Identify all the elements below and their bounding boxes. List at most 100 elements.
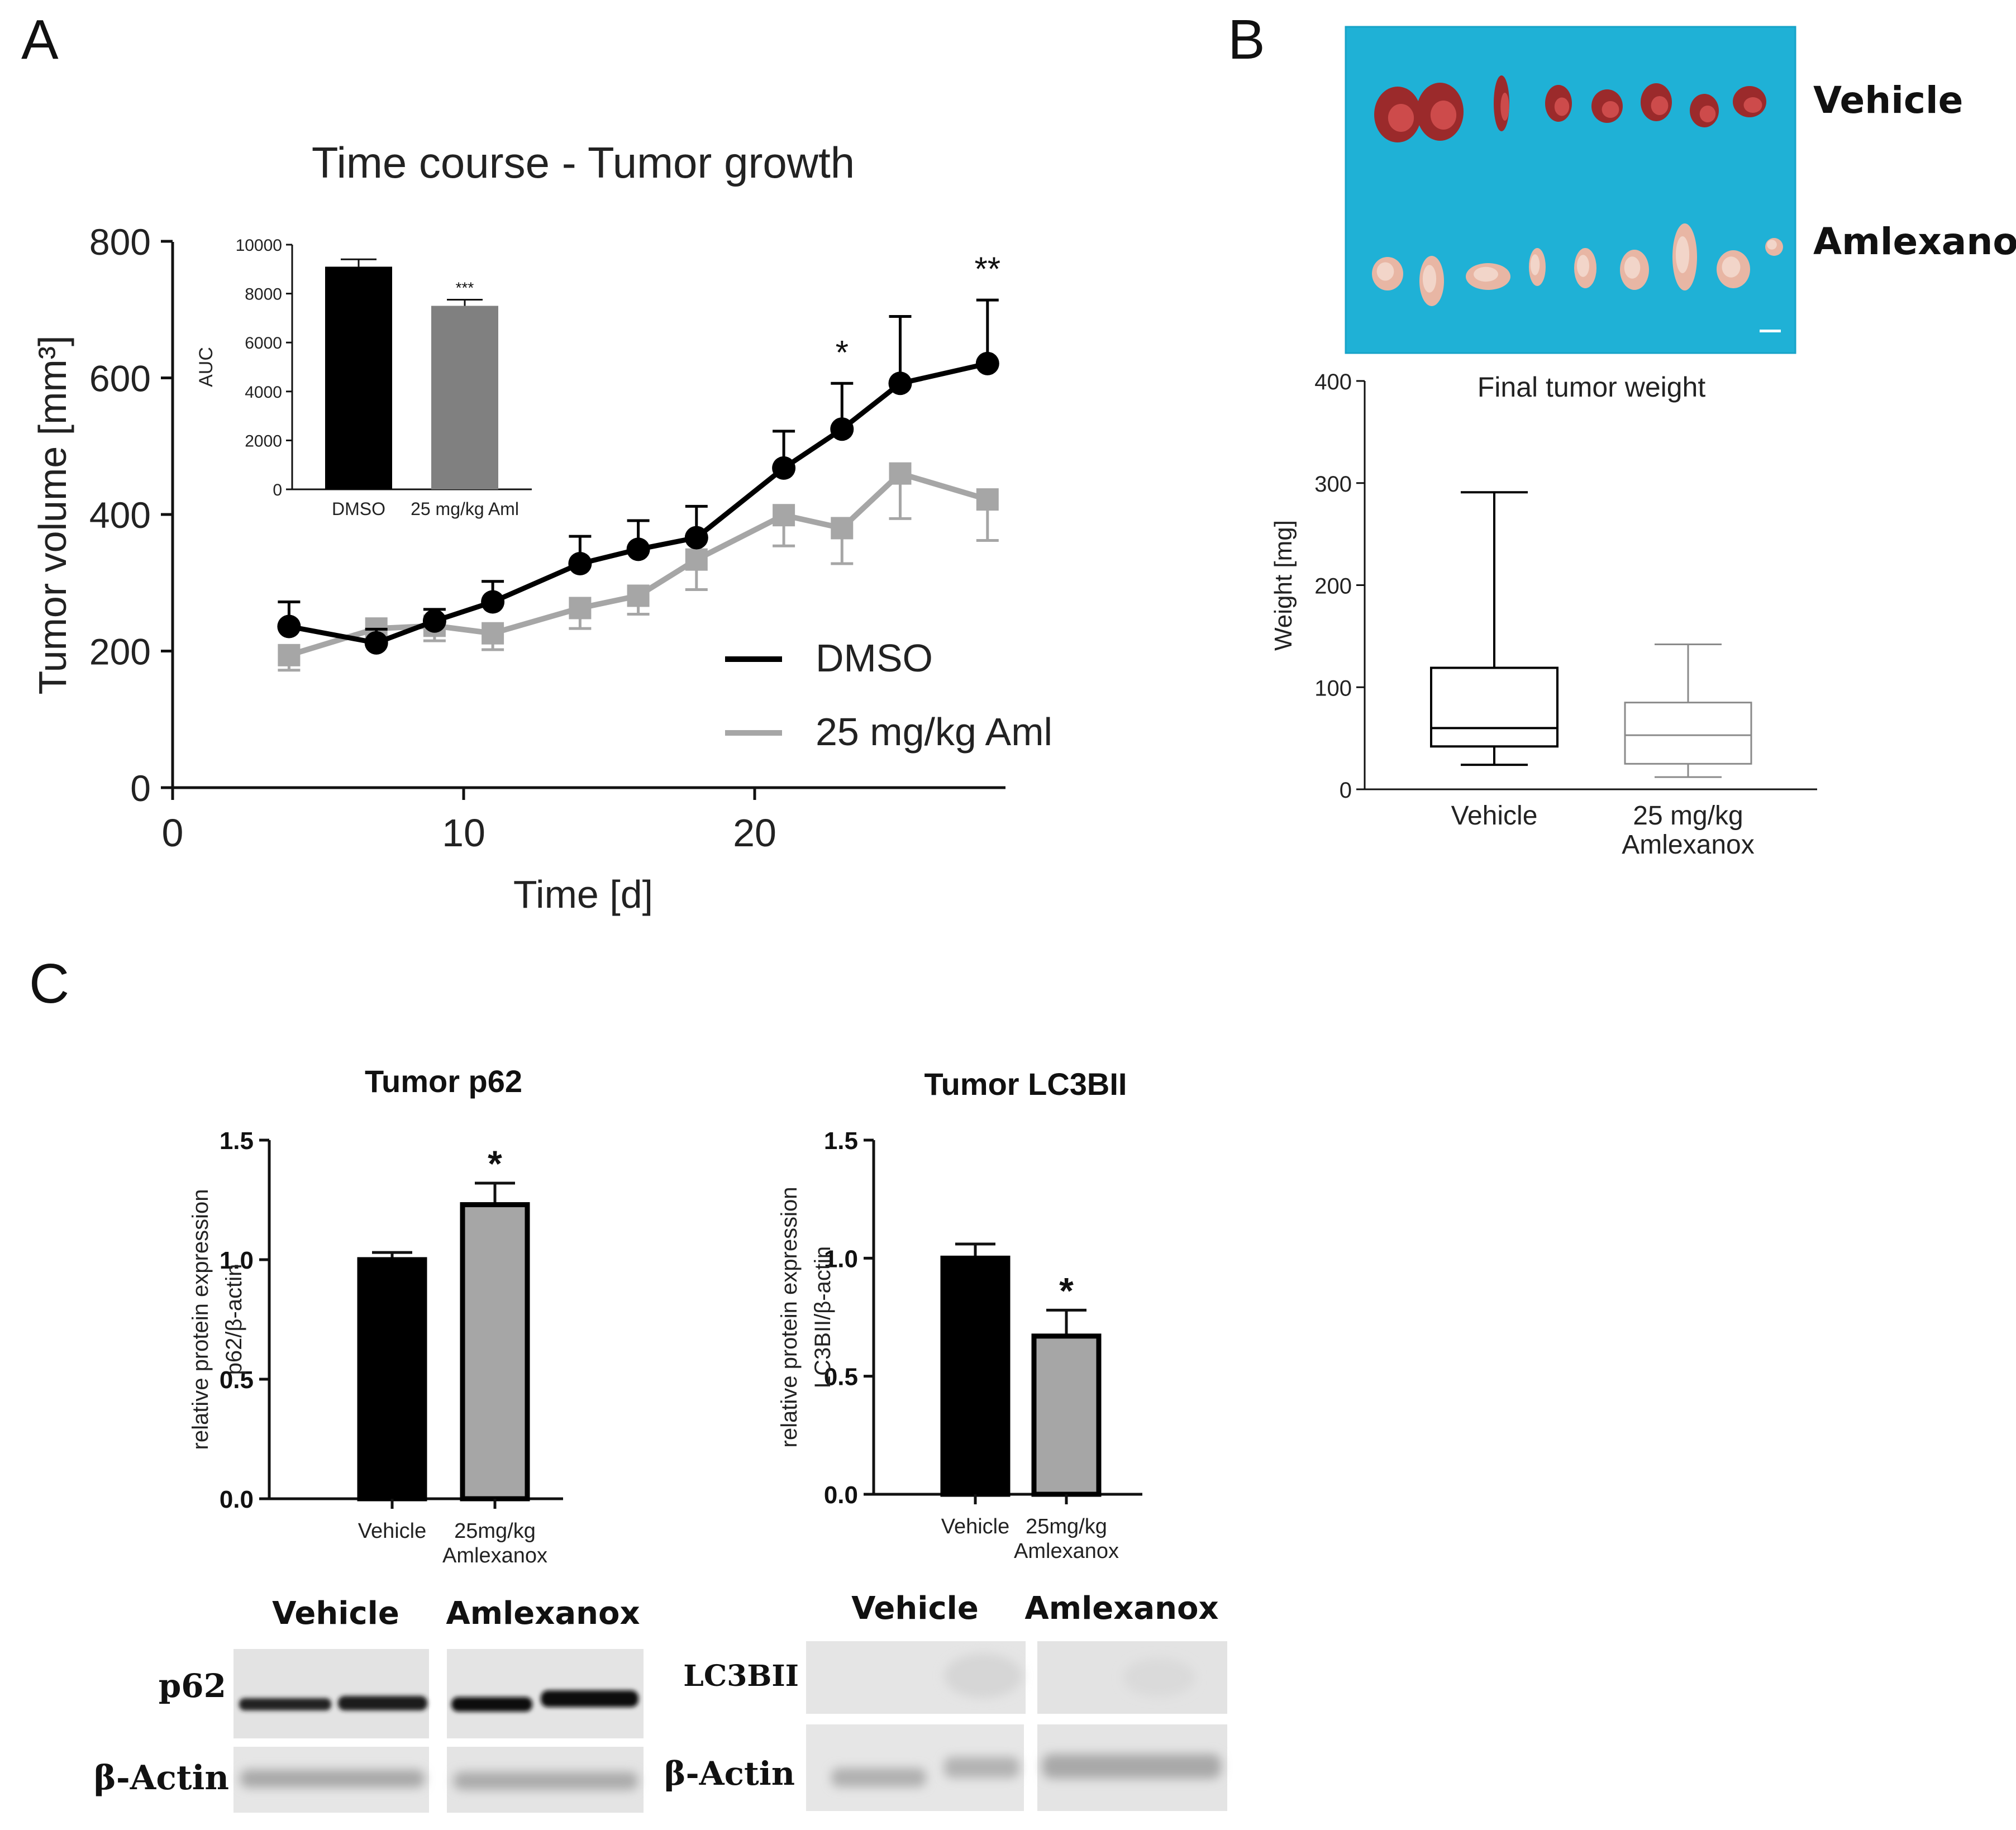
significance-marker: * [836, 333, 849, 371]
significance-marker: * [488, 1143, 502, 1184]
series-line-aml [288, 470, 989, 658]
tumor-highlight [1767, 240, 1777, 250]
tumor-highlight [1554, 97, 1570, 116]
actin-band-vehicle [240, 1770, 425, 1788]
chart-a-y-label: Tumor volume [mm³] [31, 335, 74, 694]
category-label-line: Vehicle [941, 1515, 1010, 1538]
inset-category-label: 25 mg/kg Aml [411, 499, 519, 519]
chart-lc3bii-category-label: 25mg/kg Amlexanox [1014, 1515, 1119, 1563]
category-label-line: 25mg/kg [454, 1519, 536, 1543]
p62-western-blot: Vehicle Amlexanox p62 β-Actin [94, 1595, 644, 1813]
bar-p62-1 [460, 1202, 530, 1502]
category-label-line: Vehicle [358, 1519, 427, 1543]
data-point-dmso [975, 351, 999, 375]
chart-p62-title: Tumor p62 [365, 1064, 522, 1099]
chart-lc3bii-y-tick-label: 1.0 [824, 1245, 858, 1273]
category-label-line: Amlexanox [442, 1544, 547, 1567]
inset-auc-chart: 0 2000 4000 6000 8000 10000 AUC DMSO 25 mg/kg … [196, 236, 532, 519]
chart-a-title: Time course - Tumor growth [312, 138, 855, 187]
blot1-protein-label: p62 [159, 1667, 226, 1705]
chart-p62-y-tick-label: 1.0 [220, 1247, 254, 1274]
data-point-dmso [277, 614, 301, 638]
chart-p62-y-label-line1: relative protein expression [188, 1189, 213, 1450]
photo-row-vehicle-label: Vehicle [1813, 79, 1963, 122]
legend-dmso-label: DMSO [816, 636, 933, 680]
panel-label-b: B [1228, 8, 1265, 71]
tumor-photo [1345, 26, 1796, 354]
data-point-dmso [772, 456, 796, 480]
chart-lc3bii-y-tick-label: 0.5 [824, 1364, 858, 1391]
chart-a-y-tick-label: 400 [89, 494, 151, 536]
blot1-group2-label: Amlexanox [446, 1595, 640, 1632]
panel-a-line-chart: Time course - Tumor growth 0200400600800… [31, 138, 1052, 916]
tumor-highlight [1422, 265, 1437, 293]
bar-lc3bii-0 [940, 1255, 1011, 1497]
legend-aml-label: 25 mg/kg Aml [816, 710, 1052, 754]
chart-b-y-tick-label: 100 [1314, 676, 1352, 700]
data-point-dmso [888, 371, 912, 395]
data-point-dmso [422, 609, 446, 633]
chart-b-y-tick-label: 400 [1314, 370, 1352, 394]
blot1-loading-label: β-Actin [94, 1758, 229, 1798]
tumor-highlight [1624, 256, 1641, 279]
inset-y-tick-label: 4000 [245, 383, 282, 402]
significance-marker: * [1059, 1270, 1074, 1311]
data-point-dmso [364, 631, 388, 655]
photo-row-amlexanox-label: Amlexanox [1813, 220, 2016, 263]
bar-lc3bii-1 [1031, 1333, 1102, 1497]
p62-band-aml-1 [451, 1697, 532, 1712]
box-iqr [1624, 702, 1752, 765]
tumor-highlight [1577, 255, 1589, 277]
actin2-band-vehicle-1 [831, 1768, 926, 1787]
tumor-highlight [1530, 254, 1540, 275]
tumor-highlight [1651, 96, 1669, 115]
chart-lc3bii-title: Tumor LC3BII [924, 1066, 1127, 1102]
chart-p62-category-label: Vehicle [358, 1519, 427, 1543]
tumor-highlight [1430, 101, 1457, 130]
tumor-highlight [1474, 266, 1498, 282]
tumor-highlight [1602, 101, 1619, 118]
chart-a-y-tick-label: 0 [130, 768, 151, 809]
inset-bar [325, 266, 392, 489]
panel-label-c: C [29, 952, 69, 1015]
inset-y-tick-label: 6000 [245, 334, 282, 352]
category-label-line: Amlexanox [1014, 1540, 1119, 1563]
inset-y-tick-label: 0 [273, 481, 282, 499]
tumor-highlight [1500, 93, 1509, 121]
data-point-dmso [684, 526, 708, 550]
chart-b-y-tick-label: 0 [1340, 778, 1352, 803]
inset-significance: *** [456, 279, 474, 297]
p62-band-aml-2 [541, 1690, 638, 1707]
data-point-dmso [626, 537, 650, 561]
chart-lc3bii-y-tick-label: 0.0 [824, 1481, 858, 1509]
data-point-aml [482, 622, 504, 645]
inset-y-tick-label: 8000 [245, 285, 282, 304]
lc3bii-western-blot: Vehicle Amlexanox LC3BII β-Actin [664, 1590, 1227, 1811]
blot1-group1-label: Vehicle [272, 1595, 399, 1632]
tumor-highlight [1675, 236, 1690, 273]
tumor-highlight [1722, 256, 1741, 278]
chart-p62-y-tick-label: 0.0 [220, 1486, 254, 1513]
chart-lc3bii-y-tick-label: 1.5 [824, 1127, 858, 1155]
chart-b-y-tick-label: 200 [1314, 574, 1352, 599]
chart-b-y-tick-label: 300 [1314, 472, 1352, 497]
significance-marker: ** [974, 250, 1000, 288]
p62-band-vehicle-1 [239, 1698, 331, 1710]
blot2-group2-label: Amlexanox [1024, 1590, 1218, 1627]
chart-b-title: Final tumor weight [1478, 371, 1706, 403]
blot2-group1-label: Vehicle [851, 1590, 979, 1627]
chart-lc3bii-y-label-line1: relative protein expression [777, 1187, 802, 1448]
chart-p62-y-tick-label: 1.5 [220, 1127, 254, 1155]
panel-label-a: A [21, 8, 59, 71]
data-point-aml [773, 504, 795, 527]
bar-p62-0 [357, 1257, 427, 1502]
data-point-dmso [830, 417, 854, 441]
chart-b-category-amlexanox: 25 mg/kg Amlexanox [1622, 801, 1754, 860]
chart-a-x-label: Time [d] [513, 873, 653, 916]
data-point-aml [889, 462, 912, 485]
panel-c-p62-chart: Tumor p62 0.0 0.5 1.0 1.5 relative protein ex… [188, 1064, 563, 1567]
data-point-aml [831, 517, 854, 540]
panel-b: Vehicle Amlexanox Final tumor weight 0 10… [1270, 26, 2016, 860]
chart-a-y-tick-label: 200 [89, 631, 151, 673]
chart-lc3bii-category-label: Vehicle [941, 1515, 1010, 1538]
